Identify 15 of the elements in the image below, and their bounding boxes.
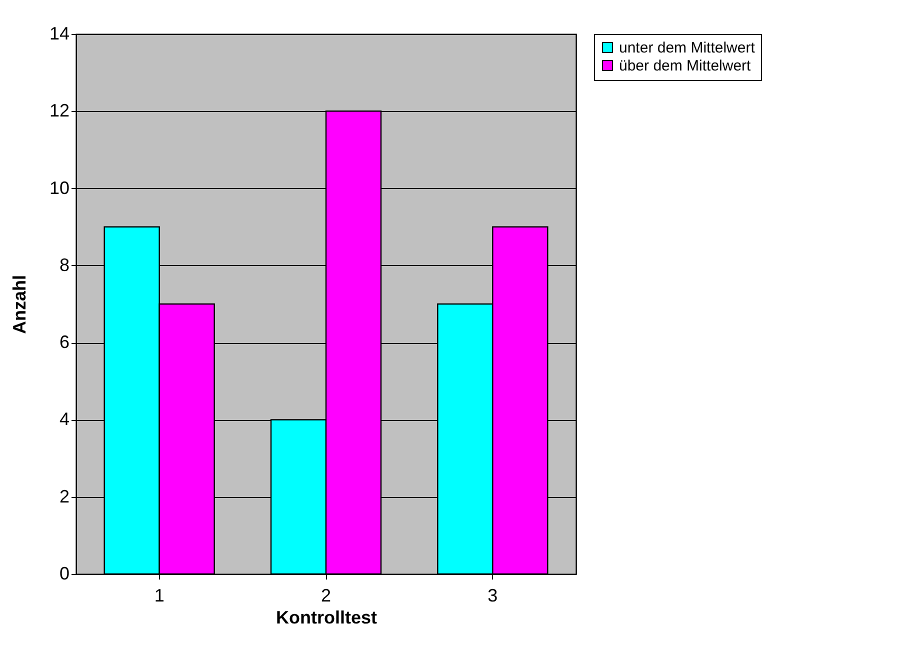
y-tick-label: 0	[59, 564, 70, 584]
y-tick-label: 4	[59, 409, 70, 430]
y-tick-label: 10	[49, 178, 70, 198]
y-axis-title: Anzahl	[9, 274, 30, 334]
x-tick-label: 1	[154, 586, 164, 606]
legend-label: unter dem Mittelwert	[619, 40, 756, 56]
x-tick-label: 2	[320, 586, 332, 606]
x-tick-label: 3	[488, 586, 498, 606]
y-tick-label: 8	[59, 254, 70, 275]
x-axis-title: Kontrolltest	[276, 608, 377, 628]
y-tick-label: 12	[49, 100, 70, 121]
y-tick-label: 6	[59, 332, 70, 352]
y-tick-label: 2	[59, 486, 70, 506]
legend-label: über dem Mittelwert	[619, 58, 752, 74]
y-tick-label: 14	[49, 24, 70, 44]
